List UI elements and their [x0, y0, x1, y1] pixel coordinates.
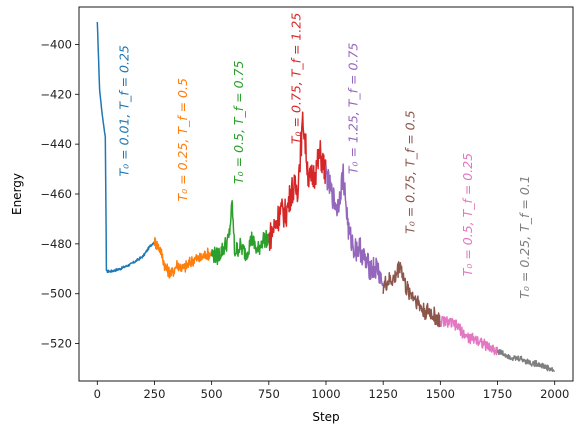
y-tick-label: −440 [40, 137, 72, 151]
y-tick-label: −500 [40, 287, 72, 301]
series-line-3 [210, 200, 270, 266]
series-line-7 [439, 315, 499, 356]
series-line-4 [268, 111, 327, 252]
x-tick-label: 750 [258, 387, 280, 401]
x-tick-label: 1500 [426, 387, 455, 401]
annotation-label-3: T₀ = 0.5, T_f = 0.75 [231, 61, 246, 184]
x-tick-label: 500 [201, 387, 223, 401]
y-axis: −520 −500 −480 −460 −440 −420 −400 [40, 37, 79, 351]
series-line-1 [96, 21, 156, 274]
annotation-label-8: T₀ = 0.25, T_f = 0.1 [517, 175, 532, 298]
annotation-label-5: T₀ = 1.25, T_f = 0.75 [345, 43, 360, 174]
x-tick-label: 1250 [369, 387, 398, 401]
x-tick-label: 250 [143, 387, 165, 401]
series-line-8 [496, 349, 556, 372]
x-axis: 0 250 500 750 1000 1250 1500 1750 2000 [94, 381, 569, 401]
annotation-label-1: T₀ = 0.01, T_f = 0.25 [117, 45, 132, 176]
annotation-label-7: T₀ = 0.5, T_f = 0.25 [460, 153, 475, 276]
plot-frame [78, 6, 574, 382]
annotation-label-4: T₀ = 0.75, T_f = 1.25 [288, 13, 303, 144]
annotation-layer: T₀ = 0.01, T_f = 0.25 T₀ = 0.25, T_f = 0.… [117, 13, 532, 299]
y-tick-label: −420 [40, 87, 72, 101]
series-line-6 [382, 261, 442, 328]
x-tick-label: 1750 [483, 387, 512, 401]
x-tick-label: 0 [94, 387, 101, 401]
y-tick-label: −460 [40, 187, 72, 201]
annotation-label-2: T₀ = 0.25, T_f = 0.5 [175, 78, 190, 201]
series-layer [96, 21, 556, 372]
y-tick-label: −400 [40, 37, 72, 51]
x-tick-label: 2000 [540, 387, 569, 401]
annotation-label-6: T₀ = 0.75, T_f = 0.5 [403, 110, 418, 233]
series-line-2 [153, 237, 213, 279]
y-tick-label: −480 [40, 237, 72, 251]
y-tick-label: −520 [40, 337, 72, 351]
series-line-5 [325, 163, 384, 287]
y-axis-label: Energy [10, 173, 24, 215]
x-tick-label: 1000 [311, 387, 340, 401]
x-axis-label: Step [312, 410, 339, 424]
